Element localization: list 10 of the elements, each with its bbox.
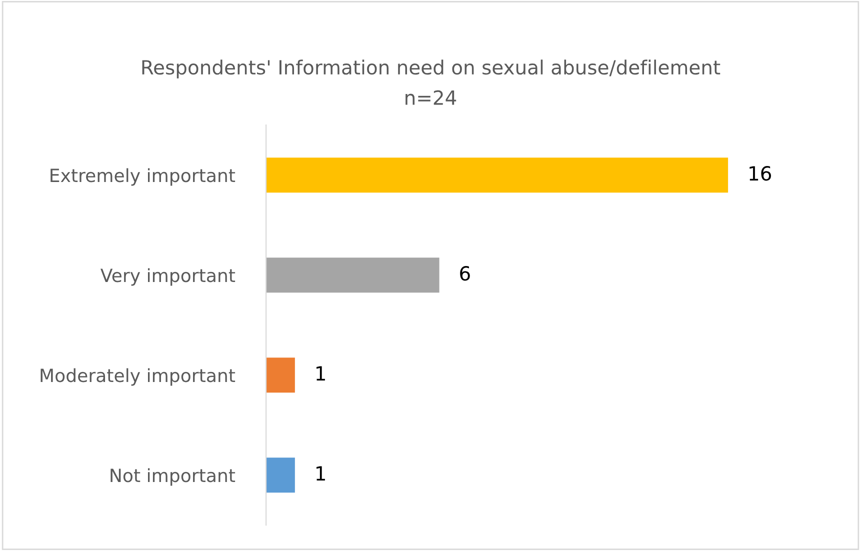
- data-label: 16: [750, 166, 772, 181]
- data-label: 1: [316, 366, 325, 380]
- data-label: 1: [316, 466, 325, 480]
- data-label: 6: [460, 266, 470, 281]
- y-tick-label: Extremely important: [50, 168, 236, 186]
- chart-subtitle: n=24: [406, 90, 456, 105]
- y-tick-label: Very important: [100, 268, 236, 286]
- y-tick-label: Not important: [110, 468, 236, 486]
- y-tick-label: Moderately important: [40, 368, 236, 386]
- chart-title: Respondents' Information need on sexual abuse/defilement: [142, 60, 720, 78]
